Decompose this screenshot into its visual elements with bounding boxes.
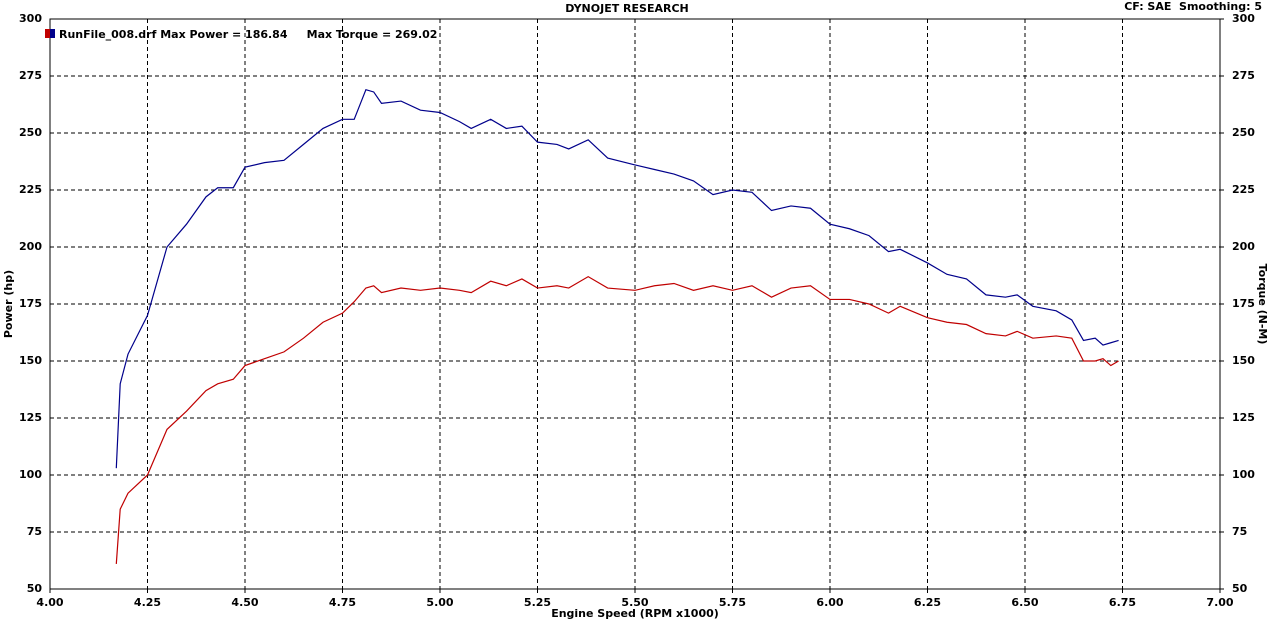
y2-tick-label: 200 [1232, 240, 1255, 253]
y-tick-label: 225 [19, 183, 42, 196]
y2-axis-label: Torque (N-M) [1256, 264, 1269, 345]
y2-tick-label: 250 [1232, 126, 1255, 139]
x-tick-label: 5.25 [524, 596, 551, 609]
y-tick-label: 50 [27, 582, 43, 595]
y-tick-label: 300 [19, 12, 42, 25]
legend-icon [45, 29, 50, 38]
y2-tick-label: 125 [1232, 411, 1255, 424]
x-tick-label: 4.75 [329, 596, 356, 609]
x-tick-label: 6.75 [1109, 596, 1136, 609]
x-axis-label: Engine Speed (RPM x1000) [551, 607, 719, 620]
x-tick-label: 7.00 [1206, 596, 1233, 609]
y2-tick-label: 100 [1232, 468, 1255, 481]
chart-subtitle: CF: SAE Smoothing: 5 [1124, 0, 1262, 13]
x-tick-label: 4.25 [134, 596, 161, 609]
y2-tick-label: 225 [1232, 183, 1255, 196]
y-tick-label: 175 [19, 297, 42, 310]
y-tick-label: 275 [19, 69, 42, 82]
legend-text: RunFile_008.drf Max Power = 186.84 Max T… [59, 28, 437, 41]
y-tick-label: 250 [19, 126, 42, 139]
x-tick-label: 5.00 [426, 596, 453, 609]
y2-tick-label: 300 [1232, 12, 1255, 25]
x-tick-label: 4.00 [36, 596, 63, 609]
x-tick-label: 5.75 [719, 596, 746, 609]
x-tick-label: 6.50 [1011, 596, 1038, 609]
y-tick-label: 75 [27, 525, 42, 538]
y2-tick-label: 275 [1232, 69, 1255, 82]
x-tick-label: 5.50 [621, 596, 648, 609]
x-tick-label: 4.50 [231, 596, 258, 609]
y-tick-label: 200 [19, 240, 42, 253]
y-axis-label: Power (hp) [2, 270, 15, 338]
y2-tick-label: 150 [1232, 354, 1255, 367]
y2-tick-label: 175 [1232, 297, 1255, 310]
y-tick-label: 150 [19, 354, 42, 367]
y-tick-label: 125 [19, 411, 42, 424]
x-tick-label: 6.25 [914, 596, 941, 609]
y-tick-label: 100 [19, 468, 42, 481]
y2-tick-label: 75 [1232, 525, 1247, 538]
legend-icon [50, 29, 55, 38]
y2-tick-label: 50 [1232, 582, 1248, 595]
series-line [115, 88, 1119, 469]
chart-title: DYNOJET RESEARCH [565, 2, 688, 15]
series-line [115, 275, 1119, 564]
x-tick-label: 6.00 [816, 596, 843, 609]
